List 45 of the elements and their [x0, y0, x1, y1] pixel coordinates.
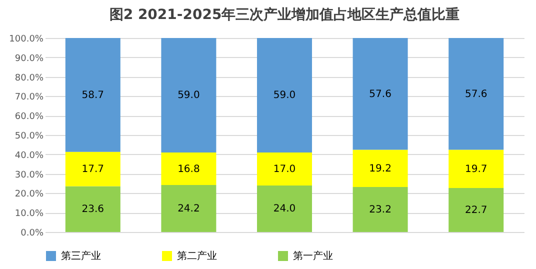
data-label: 23.6 [82, 204, 104, 216]
data-label: 17.0 [273, 164, 296, 175]
y-tick-label: 80.0% [14, 73, 44, 84]
y-tick-label: 50.0% [14, 132, 44, 142]
y-tick-label: 60.0% [14, 112, 44, 122]
bar [161, 38, 216, 152]
y-tick-label: 0.0% [20, 228, 44, 238]
bar [352, 186, 408, 232]
y-tick-label: 20.0% [14, 190, 44, 200]
data-label: 24.2 [178, 204, 200, 215]
data-label: 24.0 [273, 204, 296, 215]
data-label: 17.7 [82, 164, 104, 176]
data-label: 57.6 [464, 88, 488, 100]
bar [65, 152, 120, 186]
bar [257, 185, 312, 232]
bar [448, 188, 504, 232]
data-label: 59.0 [178, 90, 200, 102]
data-label: 23.2 [369, 204, 392, 216]
bar [65, 186, 120, 232]
legend-label: 第三产业 [61, 250, 101, 262]
bar [257, 152, 312, 186]
bar [448, 150, 504, 188]
legend-label: 第一产业 [293, 250, 333, 262]
data-label: 19.2 [369, 163, 392, 174]
bar [161, 185, 216, 232]
data-label: 22.7 [464, 204, 488, 216]
y-tick-label: 70.0% [14, 92, 44, 103]
y-tick-label: 100.0% [9, 34, 44, 44]
y-tick-label: 30.0% [14, 170, 44, 180]
bar [448, 38, 504, 150]
y-tick-label: 90.0% [14, 54, 44, 64]
y-tick-label: 10.0% [14, 209, 44, 220]
data-label: 58.7 [82, 90, 104, 101]
bar [65, 38, 120, 152]
bar [352, 38, 408, 150]
chart-title: 图2 2021-2025年三次产业增加值占地区生产总值比重 [109, 6, 460, 23]
bar [257, 38, 312, 152]
data-label: 59.0 [273, 90, 296, 102]
legend-label: 第二产业 [177, 250, 217, 262]
bar [352, 150, 408, 187]
data-label: 57.6 [369, 88, 392, 100]
y-tick-label: 40.0% [14, 150, 44, 161]
bar [161, 152, 216, 186]
data-label: 16.8 [178, 164, 200, 175]
data-label: 19.7 [464, 164, 488, 175]
